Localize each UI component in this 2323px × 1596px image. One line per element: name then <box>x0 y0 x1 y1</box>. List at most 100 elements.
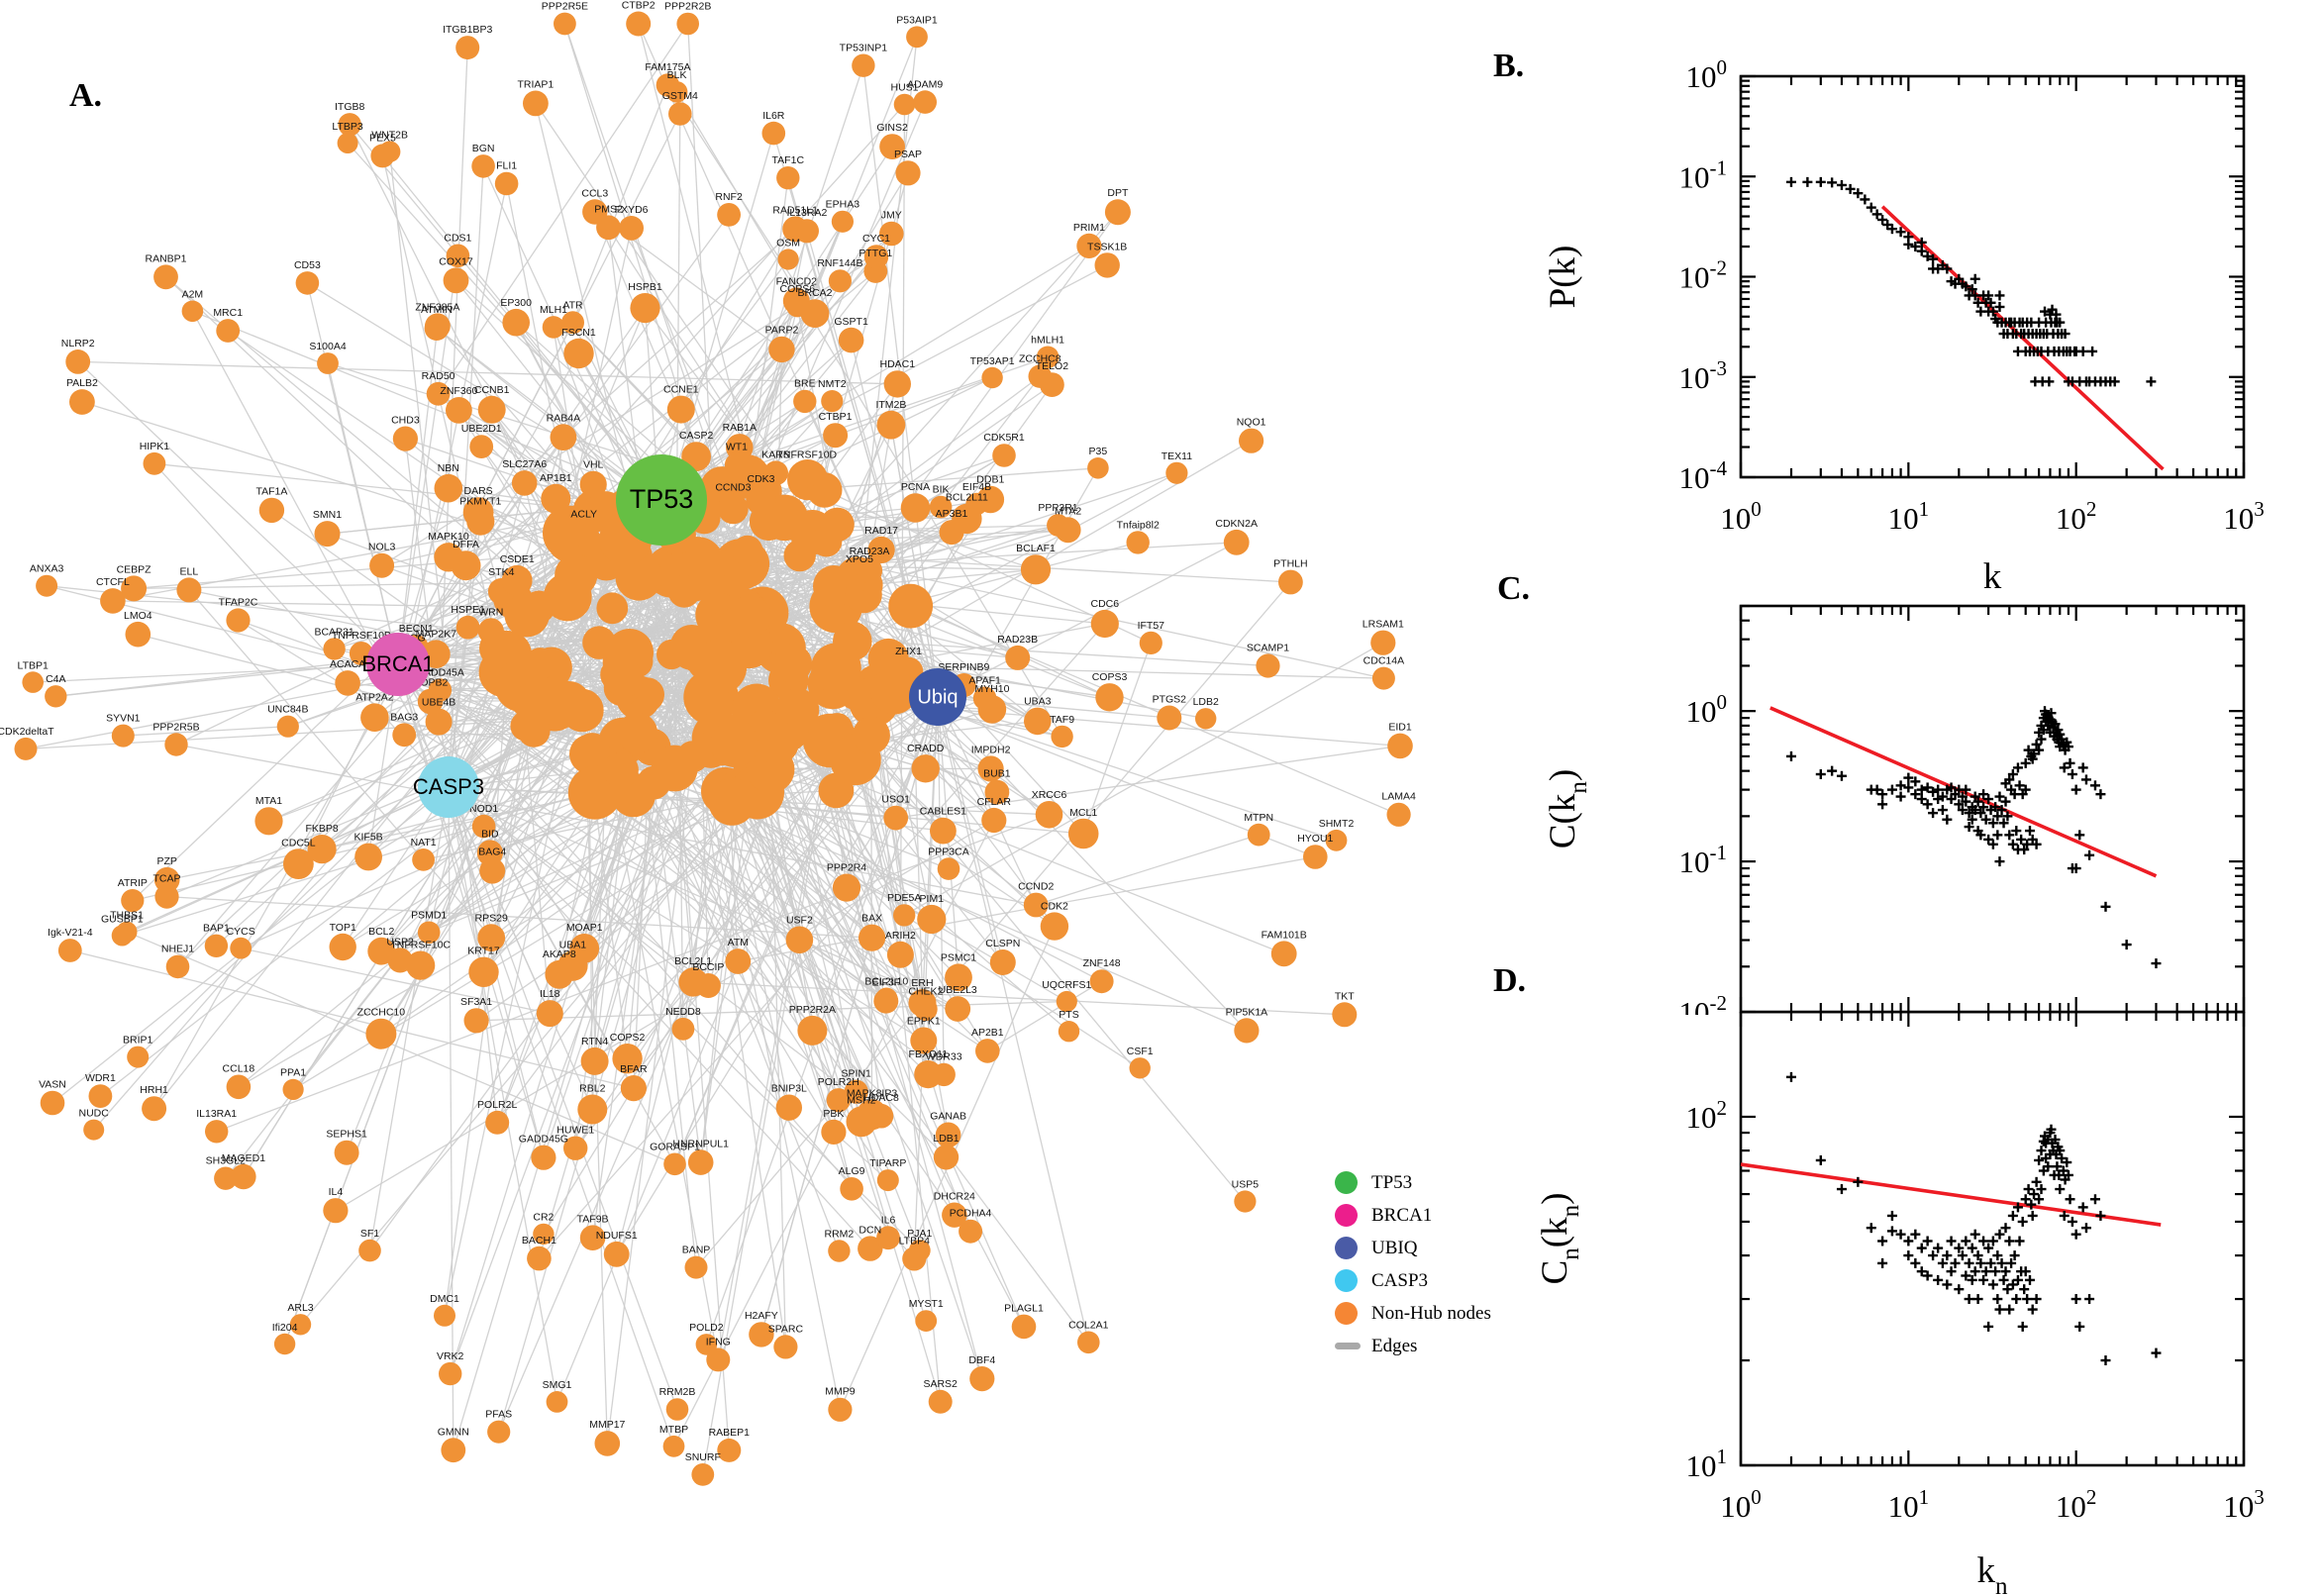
network-node <box>283 848 314 879</box>
gene-label: ARL3 <box>287 1302 313 1314</box>
network-node <box>1005 645 1031 670</box>
gene-label: JMY <box>881 210 902 222</box>
network-node <box>617 712 658 753</box>
network-node <box>417 688 444 715</box>
gene-label: TRIAP1 <box>518 79 555 91</box>
gene-label: ZNF148 <box>1083 957 1121 969</box>
gene-label: CHEK2 <box>908 986 943 998</box>
network-node <box>100 588 126 614</box>
gene-label: TP53INP1 <box>840 43 888 54</box>
network-node <box>367 937 396 965</box>
gene-label: IL6 <box>881 1214 896 1226</box>
network-node <box>502 308 530 337</box>
plot-frame <box>1739 74 2246 479</box>
gene-label: UBA3 <box>1024 696 1052 708</box>
network-node <box>1055 517 1081 544</box>
gene-label: NEDD8 <box>665 1006 701 1018</box>
gene-label: OSM <box>776 237 800 249</box>
tick-label: 10-2 <box>1679 991 1728 1015</box>
network-node <box>580 1047 609 1075</box>
network-node <box>527 1246 552 1271</box>
gene-label: SMN1 <box>313 509 342 521</box>
network-node <box>1234 1018 1260 1044</box>
gene-label: TIPARP <box>869 1157 906 1169</box>
gene-label: KRT17 <box>467 946 500 957</box>
hub-label-brca1: BRCA1 <box>361 651 434 676</box>
gene-label: TNFRSF10D <box>776 449 837 461</box>
gene-label: SEPHS1 <box>326 1129 367 1141</box>
gene-label: IL4 <box>329 1186 344 1198</box>
scatter-points <box>1785 176 2157 387</box>
network-node <box>1325 829 1348 851</box>
gene-label: TOP1 <box>330 922 356 934</box>
gene-label: LTBP1 <box>18 659 49 671</box>
gene-label: BRIP1 <box>123 1035 153 1047</box>
gene-label: C4A <box>46 673 65 685</box>
tick-label: 102 <box>1686 1096 1728 1135</box>
network-node <box>392 426 418 451</box>
gene-label: RRM2 <box>825 1228 855 1240</box>
gene-label: PRIM1 <box>1073 222 1105 234</box>
y-axis-title: Cn(kn) <box>1535 1193 1584 1285</box>
gene-label: BRE <box>794 378 816 390</box>
gene-label: BCL2 <box>368 926 394 938</box>
gene-label: CCL3 <box>581 187 608 199</box>
network-node <box>504 592 550 638</box>
node-swatch-icon <box>1335 1302 1358 1325</box>
network-node <box>205 1120 229 1144</box>
network-node <box>1256 653 1280 678</box>
network-node <box>749 1322 774 1347</box>
network-node <box>487 1420 511 1444</box>
gene-label: CSF1 <box>1127 1046 1154 1057</box>
network-node <box>793 389 817 414</box>
network-node <box>945 996 971 1022</box>
gene-label: BIK <box>933 484 950 496</box>
network-node <box>695 973 721 998</box>
network-node <box>942 1202 967 1228</box>
gene-label: ACACA <box>330 658 365 670</box>
gene-label: UBA1 <box>559 939 587 950</box>
network-node <box>992 444 1016 467</box>
network-node <box>620 1075 648 1102</box>
legend-item-tp53: TP53 <box>1335 1166 1632 1199</box>
tick-label: 10-2 <box>1679 256 1728 295</box>
network-node <box>511 470 538 496</box>
network-node <box>582 199 608 225</box>
gene-label: HYOU1 <box>1297 833 1333 845</box>
network-node <box>1247 823 1270 847</box>
gene-label: ATR <box>562 299 583 311</box>
network-node <box>676 12 699 36</box>
gene-label: PJA1 <box>907 1228 932 1240</box>
gene-label: CDS1 <box>444 232 471 244</box>
network-node <box>1126 531 1150 554</box>
network-node <box>1040 372 1064 397</box>
network-node <box>542 316 565 339</box>
network-node <box>164 733 188 756</box>
network-node <box>1386 802 1411 827</box>
gene-label: CSDE1 <box>500 553 535 565</box>
gene-label: APAF1 <box>968 675 1001 687</box>
network-node <box>981 807 1007 834</box>
network-node <box>443 267 469 294</box>
tick-label: 100 <box>1686 690 1728 729</box>
panel-label-d: D. <box>1493 962 1527 999</box>
gene-label: BANP <box>682 1245 711 1256</box>
gene-label: TAF9 <box>1050 714 1074 726</box>
network-node <box>886 941 914 968</box>
gene-label: HSPB1 <box>628 281 662 293</box>
network-node <box>57 939 82 962</box>
legend-label: UBIQ <box>1371 1237 1418 1258</box>
gene-label: PFAS <box>485 1409 512 1421</box>
gene-label: PDE5A <box>887 892 921 904</box>
gene-label: AP2B1 <box>971 1027 1004 1039</box>
gene-label: RNF144B <box>817 257 862 269</box>
gene-label: RABEP1 <box>709 1427 751 1439</box>
gene-label: SF3A1 <box>460 996 492 1008</box>
gene-label: Tnfaip8l2 <box>1117 519 1160 531</box>
network-node <box>530 676 579 725</box>
network-node <box>476 840 503 866</box>
network-node <box>36 574 58 597</box>
network-node <box>596 592 629 625</box>
network-node <box>524 648 556 680</box>
network-node <box>127 1046 150 1068</box>
